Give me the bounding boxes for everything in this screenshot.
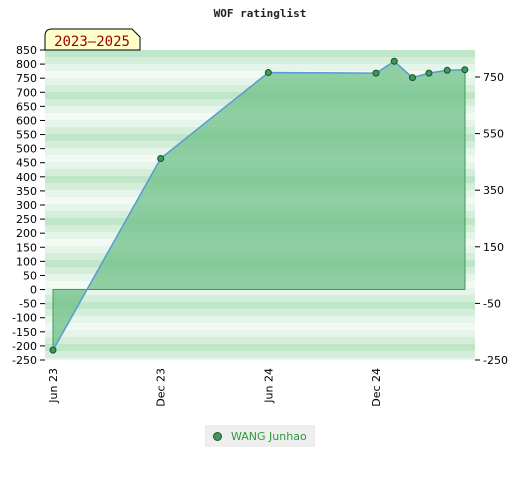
left-tick-label: 50 xyxy=(23,269,37,282)
data-point xyxy=(425,69,433,77)
legend-label: WANG Junhao xyxy=(231,429,307,443)
period-label: 2023–2025 xyxy=(54,34,130,50)
left-tick-label: 200 xyxy=(16,227,37,240)
left-tick-label: -100 xyxy=(12,312,37,325)
right-tick-label: -50 xyxy=(483,297,501,310)
data-markers xyxy=(49,57,469,354)
left-tick-label: 500 xyxy=(16,143,37,156)
x-tick-label: Jun 24 xyxy=(262,368,275,404)
left-tick-label: 350 xyxy=(16,185,37,198)
left-axis: 8508007507006506005505004504003503002502… xyxy=(12,44,45,367)
period-badge: 2023–2025 xyxy=(44,28,141,51)
left-tick-label: 550 xyxy=(16,129,37,142)
chart-title: WOF ratinglist xyxy=(214,7,307,20)
data-point xyxy=(443,66,451,74)
left-tick-label: 400 xyxy=(16,171,37,184)
left-tick-label: 450 xyxy=(16,157,37,170)
data-point xyxy=(264,69,272,77)
data-point xyxy=(49,346,57,354)
left-tick-label: 650 xyxy=(16,100,37,113)
right-tick-label: 750 xyxy=(483,71,504,84)
left-tick-label: 750 xyxy=(16,72,37,85)
data-point xyxy=(461,66,469,74)
data-point xyxy=(390,57,398,65)
right-axis: 750 550 350 150 -50 -250 xyxy=(475,71,508,367)
x-tick-label: Dec 23 xyxy=(155,368,168,407)
right-tick-label: 550 xyxy=(483,128,504,141)
left-tick-label: 300 xyxy=(16,199,37,212)
left-tick-label: -50 xyxy=(19,298,37,311)
legend: WANG Junhao xyxy=(205,425,315,447)
data-point xyxy=(408,74,416,82)
right-tick-label: 150 xyxy=(483,241,504,254)
left-tick-label: 850 xyxy=(16,44,37,57)
left-tick-label: 250 xyxy=(16,213,37,226)
legend-marker xyxy=(213,431,222,441)
data-point xyxy=(372,69,380,77)
data-point xyxy=(157,155,165,162)
right-tick-label: 350 xyxy=(483,184,504,197)
x-tick-label: Dec 24 xyxy=(370,368,383,407)
right-tick-label: -250 xyxy=(483,354,508,367)
left-tick-label: -250 xyxy=(12,354,37,367)
x-axis: Jun 23 Dec 23 Jun 24 Dec 24 xyxy=(47,368,383,407)
left-tick-label: 600 xyxy=(16,114,37,127)
left-tick-label: 800 xyxy=(16,58,37,71)
x-tick-label: Jun 23 xyxy=(47,368,60,404)
left-tick-label: 700 xyxy=(16,86,37,99)
left-tick-label: 100 xyxy=(16,255,37,268)
left-tick-label: 150 xyxy=(16,241,37,254)
left-tick-label: 0 xyxy=(30,284,37,297)
left-tick-label: -200 xyxy=(12,340,37,353)
left-tick-label: -150 xyxy=(12,326,37,339)
